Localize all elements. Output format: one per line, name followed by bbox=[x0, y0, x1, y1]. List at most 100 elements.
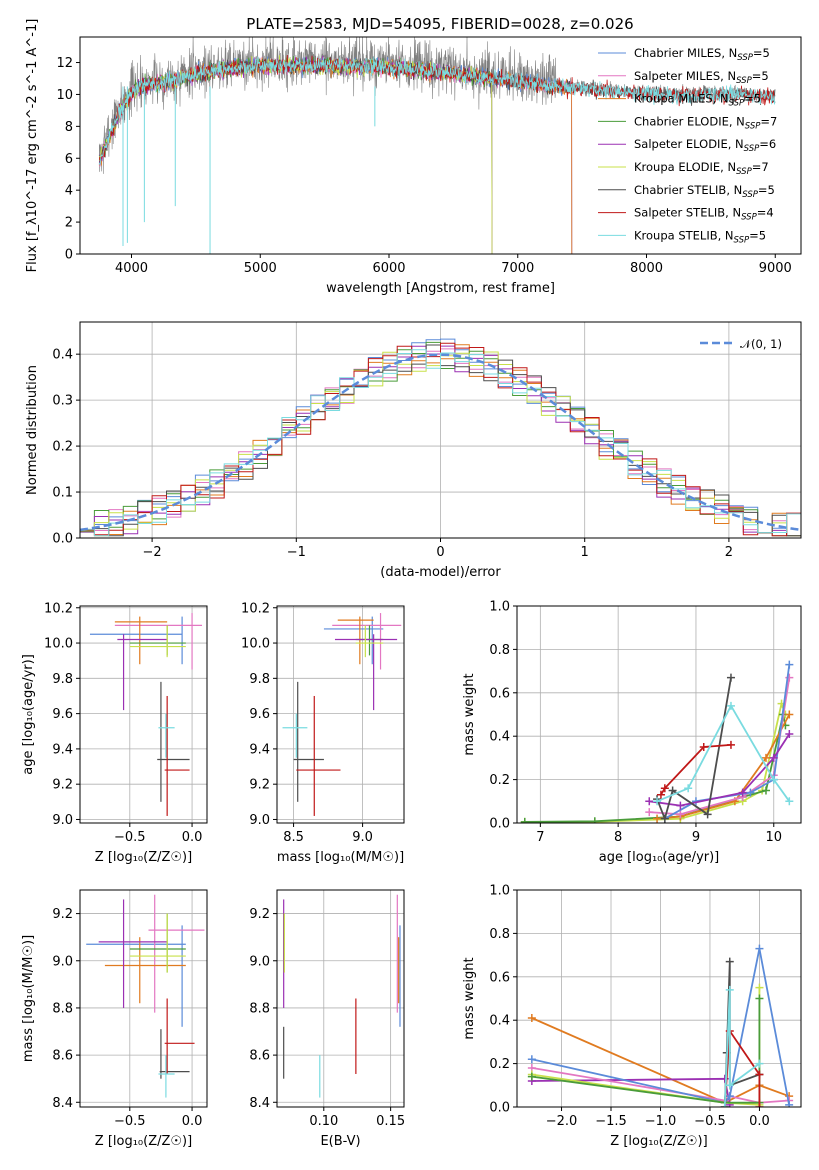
salpeter_elodie-marker bbox=[738, 788, 747, 797]
y-tick-label: 1.0 bbox=[489, 600, 510, 615]
y-tick-label: 10.2 bbox=[44, 601, 73, 616]
kroupa_stelib-marker bbox=[684, 784, 693, 793]
salpeter_stelib-marker bbox=[755, 1103, 764, 1107]
salpeter_stelib-line bbox=[660, 744, 732, 796]
massweight_vs_Z-frame bbox=[516, 889, 802, 1108]
chabrier_stelib-marker bbox=[726, 673, 735, 682]
kroupa_stelib-marker bbox=[769, 775, 778, 784]
salpeter_stelib-marker bbox=[656, 790, 665, 799]
age_vs_mass-frame bbox=[276, 605, 405, 824]
chabrier_miles-marker bbox=[785, 660, 794, 669]
kroupa_stelib-marker bbox=[726, 701, 735, 710]
age_vs_Z-frame bbox=[79, 605, 208, 824]
mass_vs_ebv-panel: 0.10 0.15 8.4 8.6 8.8 9.0 9.2 E(B-V) bbox=[249, 889, 405, 1149]
chabrier_miles-histogram bbox=[80, 338, 801, 537]
salpeter_stelib-marker bbox=[755, 1070, 764, 1079]
y-tick-label: 10.0 bbox=[241, 637, 270, 652]
massweight_vs_age-panel: 7 8 9 10 0.0 0.2 0.4 0.6 0.8 1.0 age [log₁₀(age/yr… bbox=[462, 600, 802, 865]
mass_vs_ebv-frame bbox=[276, 889, 405, 1108]
y-tick-label: 0 bbox=[65, 248, 73, 263]
y-tick-label: 0.4 bbox=[489, 1014, 510, 1029]
salpeter_elodie-marker bbox=[769, 753, 778, 762]
age_vs_Z-ylabel: age [log₁₀(age/yr)] bbox=[21, 654, 36, 775]
y-tick-label: 6 bbox=[65, 152, 73, 167]
y-tick-label: 9.6 bbox=[52, 707, 73, 722]
chabrier_elodie-legend-label: Chabrier ELODIE, NSSP=7 bbox=[634, 114, 777, 131]
x-tick-label: 8000 bbox=[630, 261, 663, 276]
y-tick-label: 10.0 bbox=[44, 637, 73, 652]
kroupa_miles-marker bbox=[761, 753, 770, 762]
salpeter_elodie-marker bbox=[785, 730, 794, 739]
y-tick-label: 9.2 bbox=[52, 907, 73, 922]
salpeter_stelib-marker bbox=[660, 784, 669, 793]
legend-label-sub: SSP bbox=[729, 99, 745, 109]
age_vs_Z-plot bbox=[89, 613, 203, 816]
kroupa_miles-line bbox=[531, 1017, 790, 1104]
legend-label-sub: SSP bbox=[736, 76, 752, 86]
legend-label-sub: SSP bbox=[736, 167, 752, 177]
x-tick-label: 9.0 bbox=[352, 830, 373, 845]
salpeter_miles-legend-label: Salpeter MILES, NSSP=5 bbox=[634, 69, 769, 86]
kroupa_miles-marker bbox=[527, 1014, 536, 1023]
salpeter_elodie-legend-label: Salpeter ELODIE, NSSP=6 bbox=[634, 137, 776, 154]
chabrier_elodie-marker bbox=[520, 817, 529, 823]
chabrier_elodie-marker bbox=[761, 786, 770, 795]
y-tick-label: 9.2 bbox=[249, 907, 270, 922]
y-tick-label: 8.8 bbox=[249, 1001, 270, 1016]
legend-label-main: Kroupa MILES, N bbox=[634, 92, 729, 106]
y-tick-label: 9.0 bbox=[249, 813, 270, 828]
y-tick-label: 8.4 bbox=[249, 1096, 270, 1111]
y-tick-label: 0.2 bbox=[489, 1057, 510, 1072]
x-tick-label: −2 bbox=[143, 545, 162, 560]
kroupa_miles-marker bbox=[785, 710, 794, 719]
age_vs_Z-panel: −0.5 0.0 9.0 9.2 9.4 9.6 9.8 10.0 10.2 Z [log₁₀(Z… bbox=[21, 601, 208, 865]
massweight_vs_Z-ylabel: mass weight bbox=[462, 957, 477, 1039]
salpeter_stelib-histogram bbox=[80, 342, 801, 537]
legend-label-main: Chabrier ELODIE, N bbox=[634, 114, 745, 128]
y-tick-label: 0.3 bbox=[52, 394, 73, 409]
mass_vs_Z-panel: −0.5 0.0 8.4 8.6 8.8 9.0 9.2 Z [log₁₀(Z/Z☉)] mas… bbox=[21, 889, 208, 1149]
legend-label-sub: SSP bbox=[737, 53, 753, 63]
x-tick-label: 4000 bbox=[115, 261, 148, 276]
legend-label-suffix: =5 bbox=[752, 69, 769, 83]
mass_vs_ebv-xlabel: E(B-V) bbox=[320, 1134, 360, 1149]
chabrier_miles-marker bbox=[725, 1092, 734, 1101]
x-tick-label: 2 bbox=[725, 545, 733, 560]
legend-label-suffix: =6 bbox=[759, 137, 776, 151]
legend-label-sub: SSP bbox=[741, 213, 757, 223]
x-tick-label: 0.10 bbox=[309, 1114, 338, 1129]
y-tick-label: 9.2 bbox=[249, 778, 270, 793]
residuals-plot bbox=[80, 338, 801, 537]
y-tick-label: 0.6 bbox=[489, 970, 510, 985]
legend-label-suffix: =5 bbox=[758, 183, 775, 197]
y-tick-label: 9.2 bbox=[52, 778, 73, 793]
chabrier_miles-marker bbox=[755, 944, 764, 953]
y-tick-label: 2 bbox=[65, 216, 73, 231]
kroupa_elodie-marker bbox=[755, 983, 764, 992]
x-tick-label: 6000 bbox=[372, 261, 405, 276]
kroupa_elodie-legend-label: Kroupa ELODIE, NSSP=7 bbox=[634, 160, 769, 177]
massweight_vs_Z-panel: −2.0 −1.5 −1.0 −0.5 0.0 0.0 0.2 0.4 0.6 0.8 1.0 Z [… bbox=[462, 884, 802, 1149]
y-tick-label: 0.8 bbox=[489, 927, 510, 942]
kroupa_miles-marker bbox=[653, 814, 662, 823]
x-tick-label: 0.0 bbox=[182, 830, 203, 845]
spectrum-ylabel: Flux [f_λ10^-17 erg cm^-2 s^-1 A^-1] bbox=[25, 19, 40, 273]
salpeter_elodie-marker bbox=[676, 801, 685, 810]
legend-label-main: Salpeter ELODIE, N bbox=[634, 137, 744, 151]
age_vs_mass-panel: 8.5 9.0 9.0 9.2 9.4 9.6 9.8 10.0 10.2 mass [log₁₀… bbox=[241, 601, 405, 865]
legend-label-main: Chabrier STELIB, N bbox=[634, 183, 742, 197]
y-tick-label: 10.2 bbox=[241, 601, 270, 616]
kroupa_stelib-marker bbox=[725, 1081, 734, 1090]
chabrier_elodie-marker bbox=[755, 994, 764, 1003]
age_vs_mass-xlabel: mass [log₁₀(M/M☉)] bbox=[277, 850, 404, 865]
x-tick-label: 9 bbox=[692, 830, 700, 845]
y-tick-label: 9.0 bbox=[249, 954, 270, 969]
y-tick-label: 0.4 bbox=[489, 730, 510, 745]
x-tick-label: −1 bbox=[287, 545, 306, 560]
chabrier_miles-legend-label: Chabrier MILES, NSSP=5 bbox=[634, 46, 770, 63]
y-tick-label: 12 bbox=[56, 56, 73, 71]
mass_vs_Z-plot bbox=[86, 894, 205, 1098]
x-tick-label: −1.0 bbox=[645, 1114, 677, 1129]
